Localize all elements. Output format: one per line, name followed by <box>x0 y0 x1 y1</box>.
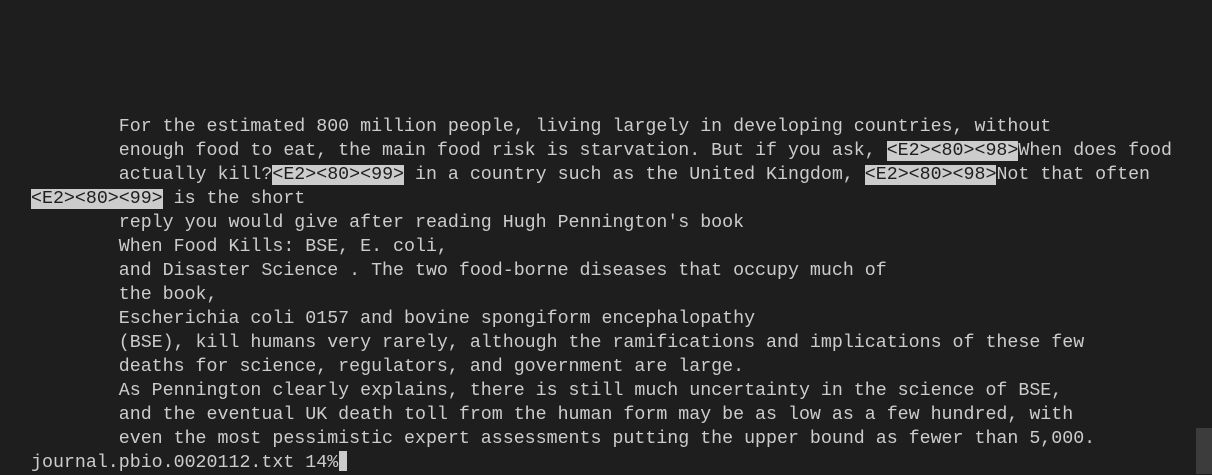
pager-text: For the estimated 800 million people, li… <box>31 115 1172 451</box>
text-line: enough food to eat, the main food risk i… <box>31 139 1172 163</box>
text-segment: is the short <box>162 189 306 209</box>
text-line: and the eventual UK death toll from the … <box>31 403 1172 427</box>
escape-code: <E2><80><98> <box>864 165 997 185</box>
escape-code: <E2><80><98> <box>886 141 1019 161</box>
text-line: even the most pessimistic expert assessm… <box>31 427 1172 451</box>
text-line: Escherichia coli 0157 and bovine spongif… <box>31 307 1172 331</box>
text-line: (BSE), kill humans very rarely, although… <box>31 331 1172 355</box>
text-segment: deaths for science, regulators, and gove… <box>31 357 745 377</box>
text-line: the book, <box>31 283 1172 307</box>
text-segment: the book, <box>31 285 218 305</box>
text-segment: actually kill? <box>31 165 273 185</box>
escape-code: <E2><80><99> <box>272 165 405 185</box>
text-segment: As Pennington clearly explains, there is… <box>31 381 1063 401</box>
text-line: reply you would give after reading Hugh … <box>31 211 1172 235</box>
text-segment: reply you would give after reading Hugh … <box>31 213 745 233</box>
text-segment: When Food Kills: BSE, E. coli, <box>31 237 448 257</box>
text-segment: (BSE), kill humans very rarely, although… <box>31 333 1085 353</box>
text-segment: enough food to eat, the main food risk i… <box>31 141 887 161</box>
text-segment: in a country such as the United Kingdom, <box>404 165 865 185</box>
text-line: deaths for science, regulators, and gove… <box>31 355 1172 379</box>
text-segment: Not that often <box>996 165 1151 185</box>
text-line: As Pennington clearly explains, there is… <box>31 379 1172 403</box>
escape-code: <E2><80><99> <box>31 189 163 209</box>
text-line: actually kill?<E2><80><99> in a country … <box>31 163 1172 187</box>
text-segment: and the eventual UK death toll from the … <box>31 405 1074 425</box>
status-text: journal.pbio.0020112.txt 14% <box>31 453 339 473</box>
text-segment: For the estimated 800 million people, li… <box>31 117 1052 137</box>
text-line: When Food Kills: BSE, E. coli, <box>31 235 1172 259</box>
text-segment: and Disaster Science . The two food-born… <box>31 261 887 281</box>
text-segment: even the most pessimistic expert assessm… <box>31 429 1096 449</box>
text-segment: When does food <box>1018 141 1172 161</box>
text-line: <E2><80><99> is the short <box>31 187 1172 211</box>
scrollbar[interactable] <box>1196 428 1212 474</box>
cursor <box>339 451 348 471</box>
text-line: For the estimated 800 million people, li… <box>31 115 1172 139</box>
text-segment: Escherichia coli 0157 and bovine spongif… <box>31 309 756 329</box>
status-bar: journal.pbio.0020112.txt 14% <box>31 451 348 475</box>
text-line: and Disaster Science . The two food-born… <box>31 259 1172 283</box>
